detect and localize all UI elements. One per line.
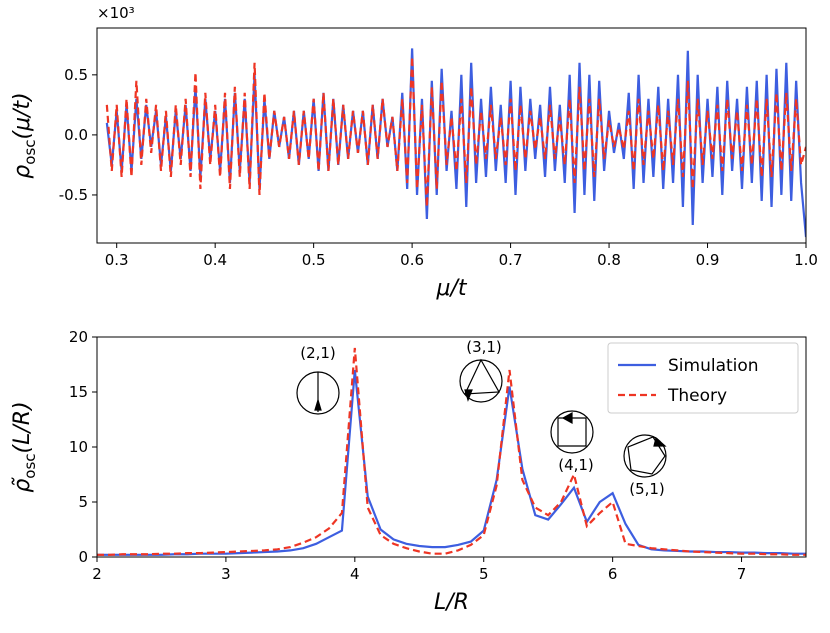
y-axis-label-part: osc [21,139,39,164]
y-axis-label: ρosc(μ/t) [10,92,39,178]
y-tick-label: 5 [78,493,88,511]
y-tick-label: 10 [69,438,88,456]
data-line [97,347,806,556]
x-tick-label: 4 [350,565,360,583]
x-tick-label: 0.9 [696,251,720,269]
y-axis-label-part: ρ̃ [10,477,35,493]
x-tick-label: 7 [737,565,747,583]
y-axis-label-part: ρ [10,165,35,179]
axes-frame [96,336,807,558]
x-tick-label: 0.3 [105,251,129,269]
legend-label: Theory [667,386,727,406]
x-tick-label: 0.4 [203,251,227,269]
x-tick-label: 6 [608,565,618,583]
x-tick-label: 0.7 [499,251,523,269]
y-tick-label: 0.5 [64,66,88,84]
x-tick-label: 0.6 [400,251,424,269]
data-line [105,56,806,208]
x-tick-label: 5 [479,565,489,583]
x-axis-label: L/R [434,590,469,615]
y-axis-label-part: (μ/t) [10,92,35,139]
y-axis-label: ρ̃osc(L/R) [10,401,39,492]
y-tick-label: 0.0 [64,126,88,144]
orbit-icons [296,358,667,478]
y-tick-label: 0 [78,548,88,566]
y-tick-label: -0.5 [59,186,88,204]
x-axis-label: μ/t [435,276,467,301]
legend-label: Simulation [668,356,759,376]
y-tick-label: 20 [69,328,88,346]
annotation: (4,1) [558,456,594,474]
axes-frame [96,27,807,244]
x-tick-label: 1.0 [794,251,818,269]
y-axis-label-part: (L/R) [10,401,35,453]
x-tick-label: 2 [92,565,102,583]
y-axis-label-part: osc [21,453,39,478]
annotation: (5,1) [629,480,665,498]
annotation: (3,1) [466,338,502,356]
y-offset-label: ×10³ [97,4,135,22]
y-tick-label: 15 [69,383,88,401]
x-tick-label: 0.5 [302,251,326,269]
annotation: (2,1) [300,344,336,362]
x-tick-label: 0.8 [597,251,621,269]
x-tick-label: 3 [221,565,231,583]
